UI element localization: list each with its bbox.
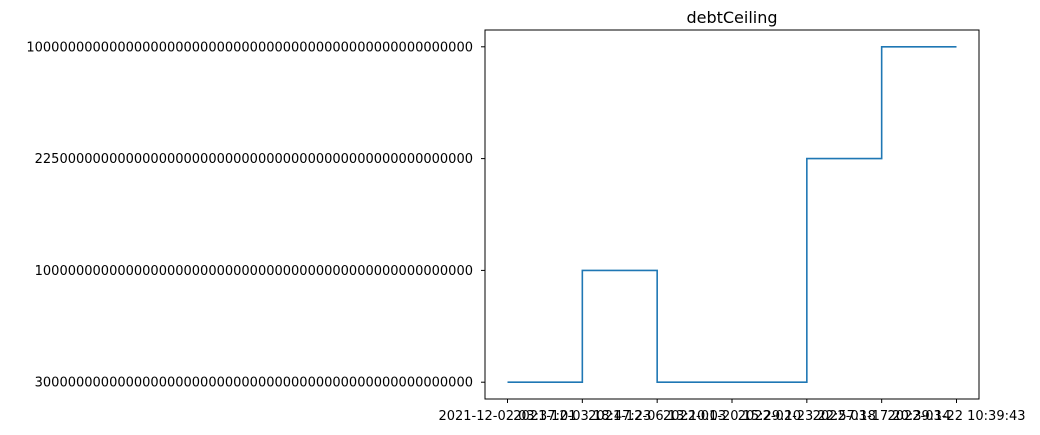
y-tick-label: 2250000000000000000000000000000000000000…: [35, 152, 473, 167]
series-line: [507, 46, 957, 383]
x-tick-label: 2022-03-22 10:39:43: [887, 409, 1025, 424]
x-tick-label: 2022-03-17 20:39:14: [813, 409, 951, 424]
chart-title: debtCeiling: [686, 8, 777, 27]
x-tick-label: 2021-12-02 03:37:01: [438, 409, 576, 424]
x-tick-label: 2022-01-20 15:29:10: [663, 409, 801, 424]
x-tick-label: 2022-02-23 22:57:18: [738, 409, 876, 424]
y-tick-label: 1000000000000000000000000000000000000000…: [35, 264, 473, 279]
y-axis: 3000000000000000000000000000000000000000…: [26, 40, 485, 391]
y-tick-label: 3000000000000000000000000000000000000000…: [35, 376, 473, 391]
y-tick-label: 1000000000000000000000000000000000000000…: [26, 40, 473, 55]
plot-area: [484, 29, 980, 400]
x-tick-label: 2021-12-03 18:47:23: [513, 409, 651, 424]
x-tick-label: 2021-12-06 13:10:03: [588, 409, 726, 424]
